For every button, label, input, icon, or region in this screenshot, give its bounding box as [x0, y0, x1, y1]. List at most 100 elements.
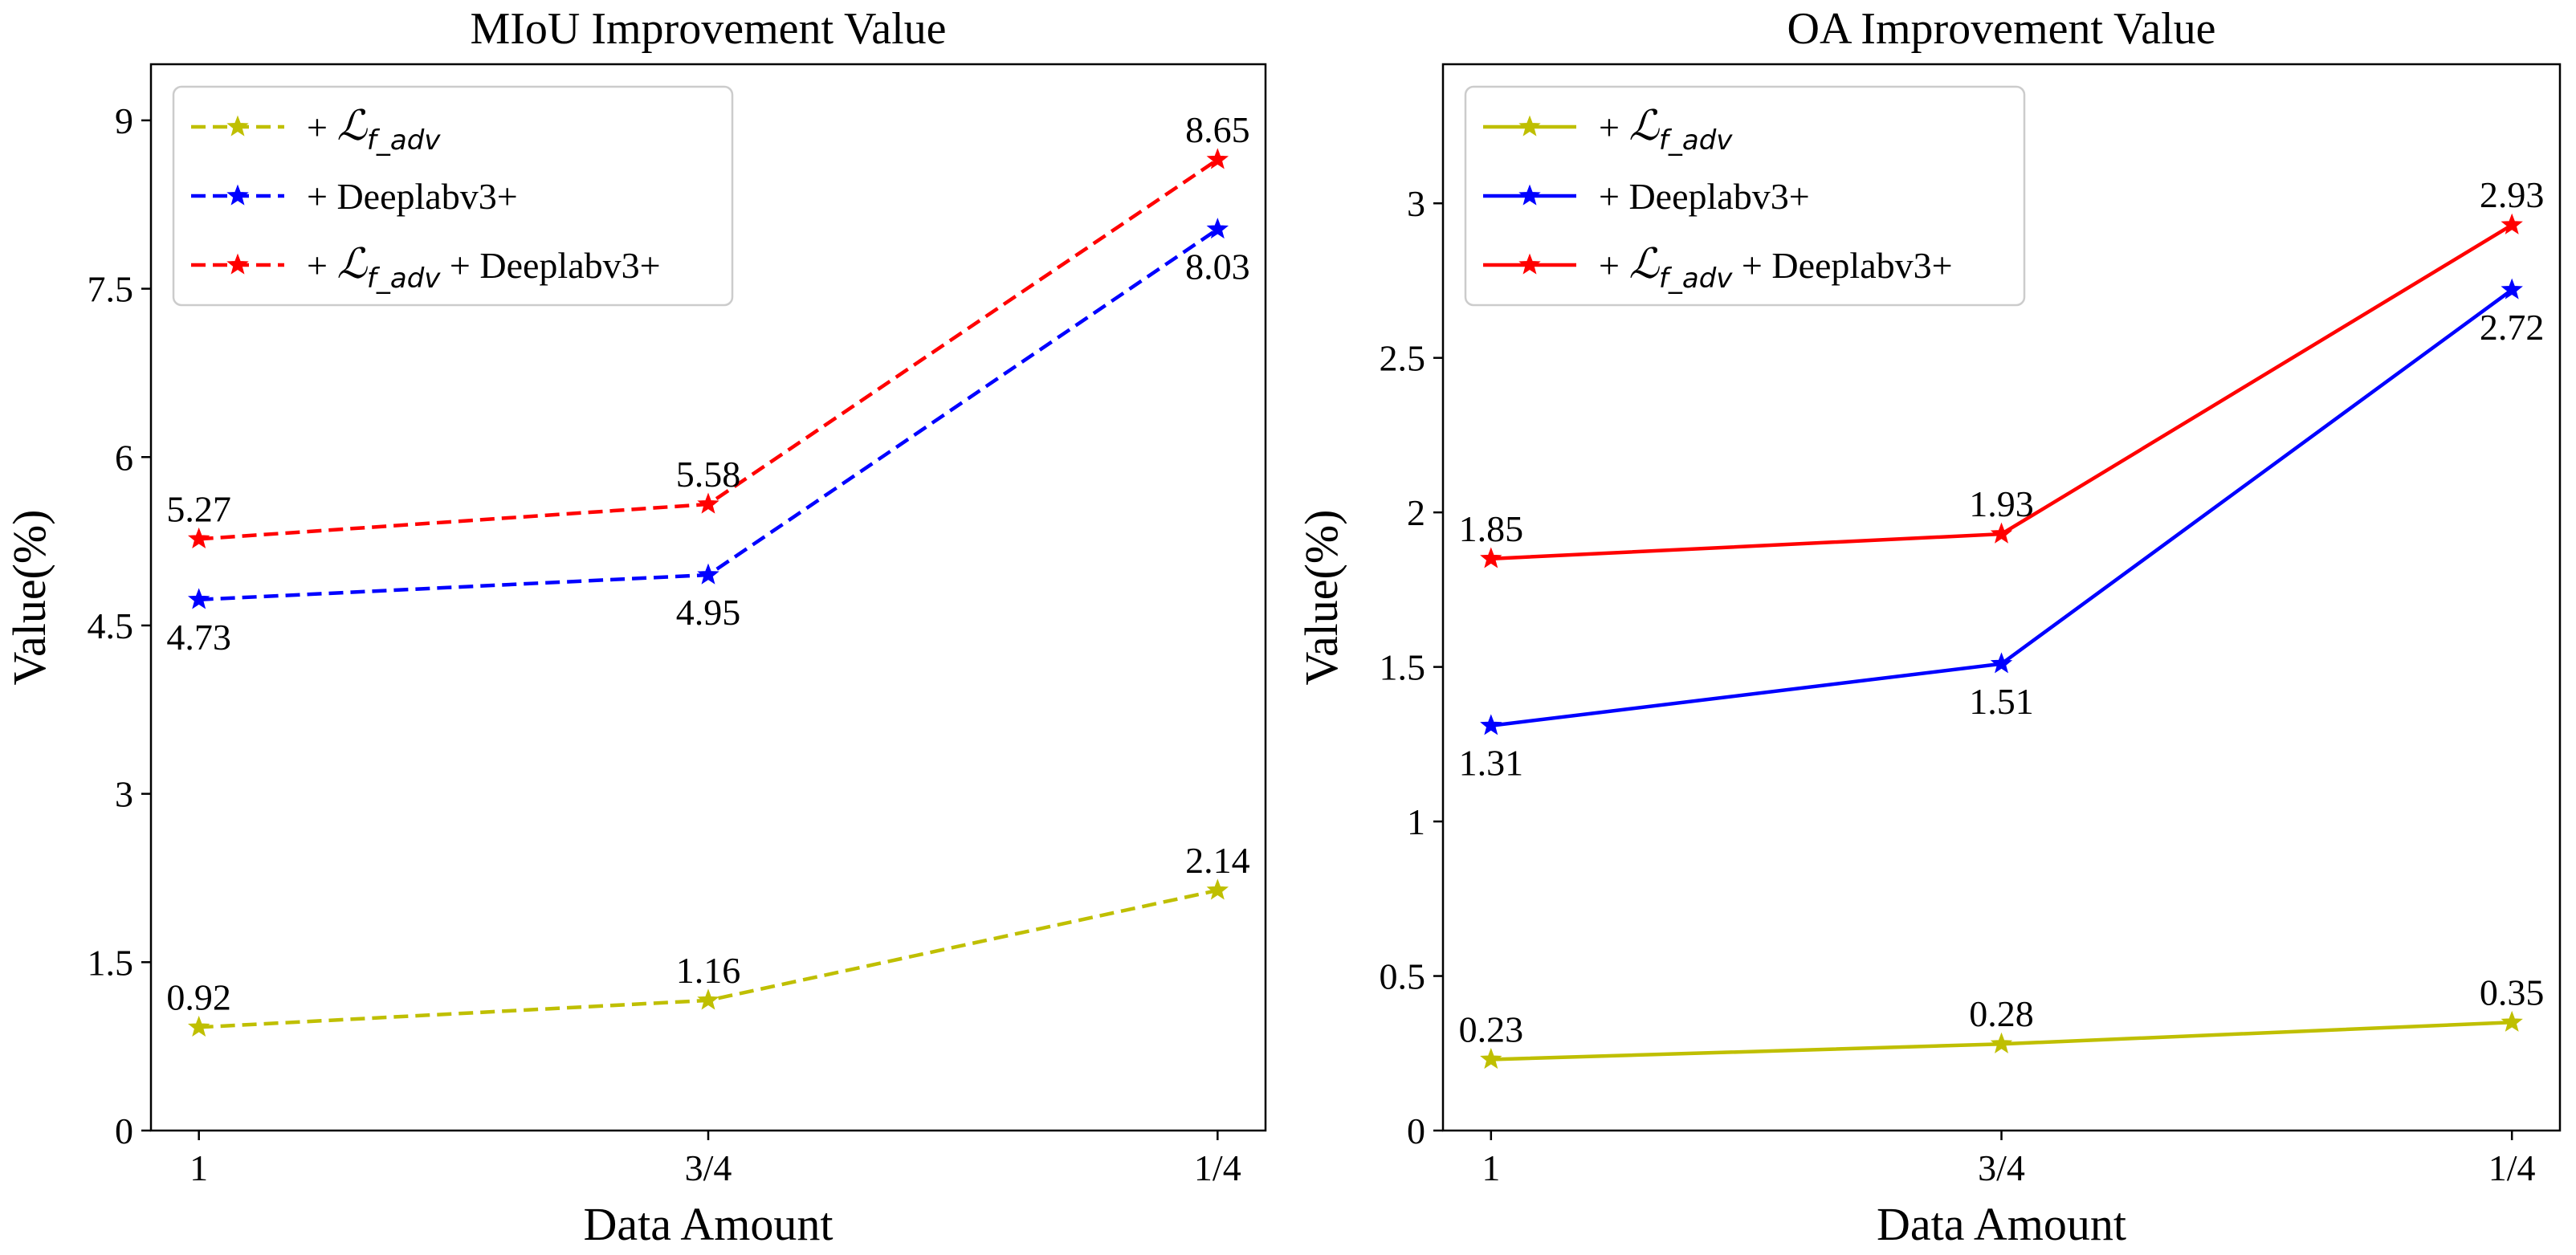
data-label: 2.14 — [1185, 840, 1250, 881]
data-label: 2.72 — [2480, 307, 2545, 348]
y-tick-label: 1 — [1407, 801, 1425, 842]
y-tick-label: 0 — [115, 1110, 133, 1151]
data-point-marker — [2501, 1010, 2523, 1032]
legend-box — [172, 85, 734, 307]
data-point-marker — [1990, 1032, 2013, 1053]
series-3: 5.27 5.58 8.65 — [166, 109, 1250, 548]
legend-label: + ℒf_adv — [307, 104, 441, 157]
series-2: 4.73 4.95 8.03 — [166, 218, 1250, 658]
legend-marker — [1518, 184, 1541, 206]
data-label: 0.35 — [2480, 972, 2545, 1013]
legend-item-3: + ℒf_adv + Deeplabv3+ — [1483, 242, 1953, 295]
chart-title: OA Improvement Value — [1787, 4, 2216, 54]
legend-box — [1464, 85, 2026, 307]
legend-label-suffix: + Deeplabv3+ — [1732, 245, 1952, 286]
y-tick-label: 2.5 — [1380, 338, 1426, 379]
legend: + ℒf_adv+ Deeplabv3++ ℒf_adv + Deeplabv3… — [172, 85, 734, 307]
data-point-marker — [187, 527, 210, 548]
series-1: 0.92 1.16 2.14 — [166, 840, 1250, 1037]
data-point-marker — [187, 588, 210, 609]
data-label: 1.31 — [1459, 743, 1524, 784]
data-point-marker — [1206, 218, 1229, 239]
legend-item-2: + Deeplabv3+ — [1483, 176, 1810, 217]
legend-marker — [226, 184, 249, 206]
series-1: 0.23 0.28 0.35 — [1459, 972, 2545, 1070]
x-tick-label: 1 — [190, 1147, 208, 1188]
x-tick-label: 3/4 — [685, 1147, 732, 1188]
y-tick-label: 1.5 — [1380, 647, 1426, 688]
data-label: 1.16 — [676, 950, 741, 991]
legend-label: + ℒf_adv + Deeplabv3+ — [307, 242, 661, 295]
y-tick-label: 0.5 — [1380, 956, 1426, 997]
loss-symbol: ℒ — [336, 242, 368, 287]
series-3: 1.85 1.93 2.93 — [1459, 174, 2544, 568]
legend-label: + ℒf_adv + Deeplabv3+ — [1599, 242, 1953, 295]
data-label: 0.23 — [1459, 1008, 1524, 1049]
loss-subscript: f_adv — [1659, 124, 1733, 157]
loss-symbol: ℒ — [1628, 242, 1660, 287]
y-axis-label: Value(%) — [1295, 509, 1347, 685]
y-tick-label: 4.5 — [88, 605, 134, 646]
y-tick-label: 7.5 — [88, 269, 134, 310]
legend-label-prefix: + Deeplabv3+ — [307, 176, 518, 217]
y-tick-label: 3 — [115, 774, 133, 815]
data-point-marker — [1206, 148, 1229, 169]
legend-label-prefix: + — [307, 245, 336, 286]
data-label: 1.51 — [1969, 681, 2034, 722]
x-tick-label: 1/4 — [1194, 1147, 1241, 1188]
data-label: 1.85 — [1459, 508, 1524, 549]
x-tick-label: 1/4 — [2488, 1147, 2536, 1188]
data-point-marker — [697, 492, 719, 514]
loss-subscript: f_adv — [367, 263, 441, 295]
legend-label: + Deeplabv3+ — [307, 176, 518, 217]
loss-subscript: f_adv — [1659, 263, 1733, 295]
loss-symbol: ℒ — [1628, 104, 1660, 149]
x-axis-label: Data Amount — [1877, 1198, 2126, 1250]
y-tick-label: 9 — [115, 100, 133, 141]
legend-item-2: + Deeplabv3+ — [191, 176, 518, 217]
data-label: 8.65 — [1185, 109, 1250, 150]
data-label: 4.73 — [166, 617, 231, 658]
legend-marker — [1518, 115, 1541, 137]
data-point-marker — [2501, 278, 2523, 299]
data-label: 5.27 — [166, 488, 231, 529]
legend-item-1: + ℒf_adv — [1483, 104, 1733, 157]
data-point-marker — [2501, 213, 2523, 234]
data-point-marker — [187, 1015, 210, 1037]
legend-item-1: + ℒf_adv — [191, 104, 441, 157]
legend-label-prefix: + — [1599, 245, 1628, 286]
data-label: 1.93 — [1969, 483, 2034, 524]
data-point-marker — [1990, 522, 2013, 544]
legend-label-prefix: + — [1599, 107, 1628, 148]
loss-symbol: ℒ — [336, 104, 368, 149]
y-tick-label: 0 — [1407, 1110, 1425, 1151]
x-tick-label: 3/4 — [1978, 1147, 2025, 1188]
chart-panel-1: MIoU Improvement Value 0 1.5 3 4.5 6 7.5 9 1 3/4 1… — [3, 4, 1267, 1250]
data-label: 0.28 — [1969, 993, 2034, 1034]
y-tick-label: 6 — [115, 437, 133, 478]
data-point-marker — [1480, 547, 1502, 568]
y-tick-label: 3 — [1407, 183, 1425, 224]
legend-item-3: + ℒf_adv + Deeplabv3+ — [191, 242, 661, 295]
legend-label: + ℒf_adv — [1599, 104, 1733, 157]
data-point-marker — [1480, 1048, 1502, 1070]
legend-marker — [226, 115, 249, 137]
legend-marker — [1518, 253, 1541, 275]
legend-marker — [226, 253, 249, 275]
y-tick-label: 1.5 — [88, 942, 134, 983]
data-label: 5.58 — [676, 454, 741, 495]
x-tick-label: 1 — [1482, 1147, 1500, 1188]
data-point-marker — [697, 988, 719, 1010]
x-axis-label: Data Amount — [584, 1198, 834, 1250]
series-2: 1.31 1.51 2.72 — [1459, 278, 2545, 784]
legend-label-prefix: + Deeplabv3+ — [1599, 176, 1810, 217]
data-point-marker — [1206, 878, 1229, 900]
legend-label-suffix: + Deeplabv3+ — [440, 245, 660, 286]
y-axis-label: Value(%) — [3, 509, 55, 685]
loss-subscript: f_adv — [367, 124, 441, 157]
chart-title: MIoU Improvement Value — [470, 4, 946, 54]
legend-label-prefix: + — [307, 107, 336, 148]
y-tick-label: 2 — [1407, 492, 1425, 533]
legend: + ℒf_adv+ Deeplabv3++ ℒf_adv + Deeplabv3… — [1464, 85, 2026, 307]
